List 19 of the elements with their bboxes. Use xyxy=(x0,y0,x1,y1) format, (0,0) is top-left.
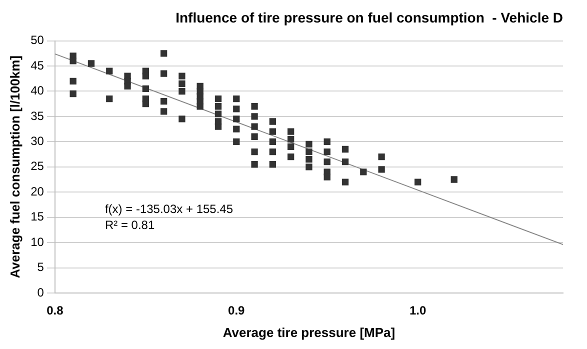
annotation: f(x) = -135.03x + 155.45 xyxy=(104,202,234,216)
y-axis-title: Average fuel consumption [l/100km] xyxy=(7,56,22,278)
y-tick-label: 20 xyxy=(30,184,44,198)
y-tick-label: 15 xyxy=(30,210,44,224)
y-tick-label: 5 xyxy=(37,260,44,274)
y-tick-label: 0 xyxy=(37,285,44,300)
x-tick-label: 0.9 xyxy=(228,304,246,318)
y-tick-label: 30 xyxy=(30,134,44,148)
y-tick-label: 40 xyxy=(30,84,44,98)
y-tick-label: 45 xyxy=(30,58,44,72)
x-tick-label: 0.8 xyxy=(46,304,64,318)
y-tick-label: 35 xyxy=(30,108,44,123)
x-axis-title: Average tire pressure [MPa] xyxy=(222,324,396,340)
chart-title: Influence of tire pressure on fuel consumption - Vehicle D xyxy=(176,9,563,26)
annotation: R² = 0.81 xyxy=(104,218,155,232)
y-tick-label: 25 xyxy=(30,159,44,174)
x-tick-label: 1.0 xyxy=(410,304,427,318)
y-tick-label: 10 xyxy=(30,234,44,249)
y-tick-label: 50 xyxy=(30,33,44,48)
